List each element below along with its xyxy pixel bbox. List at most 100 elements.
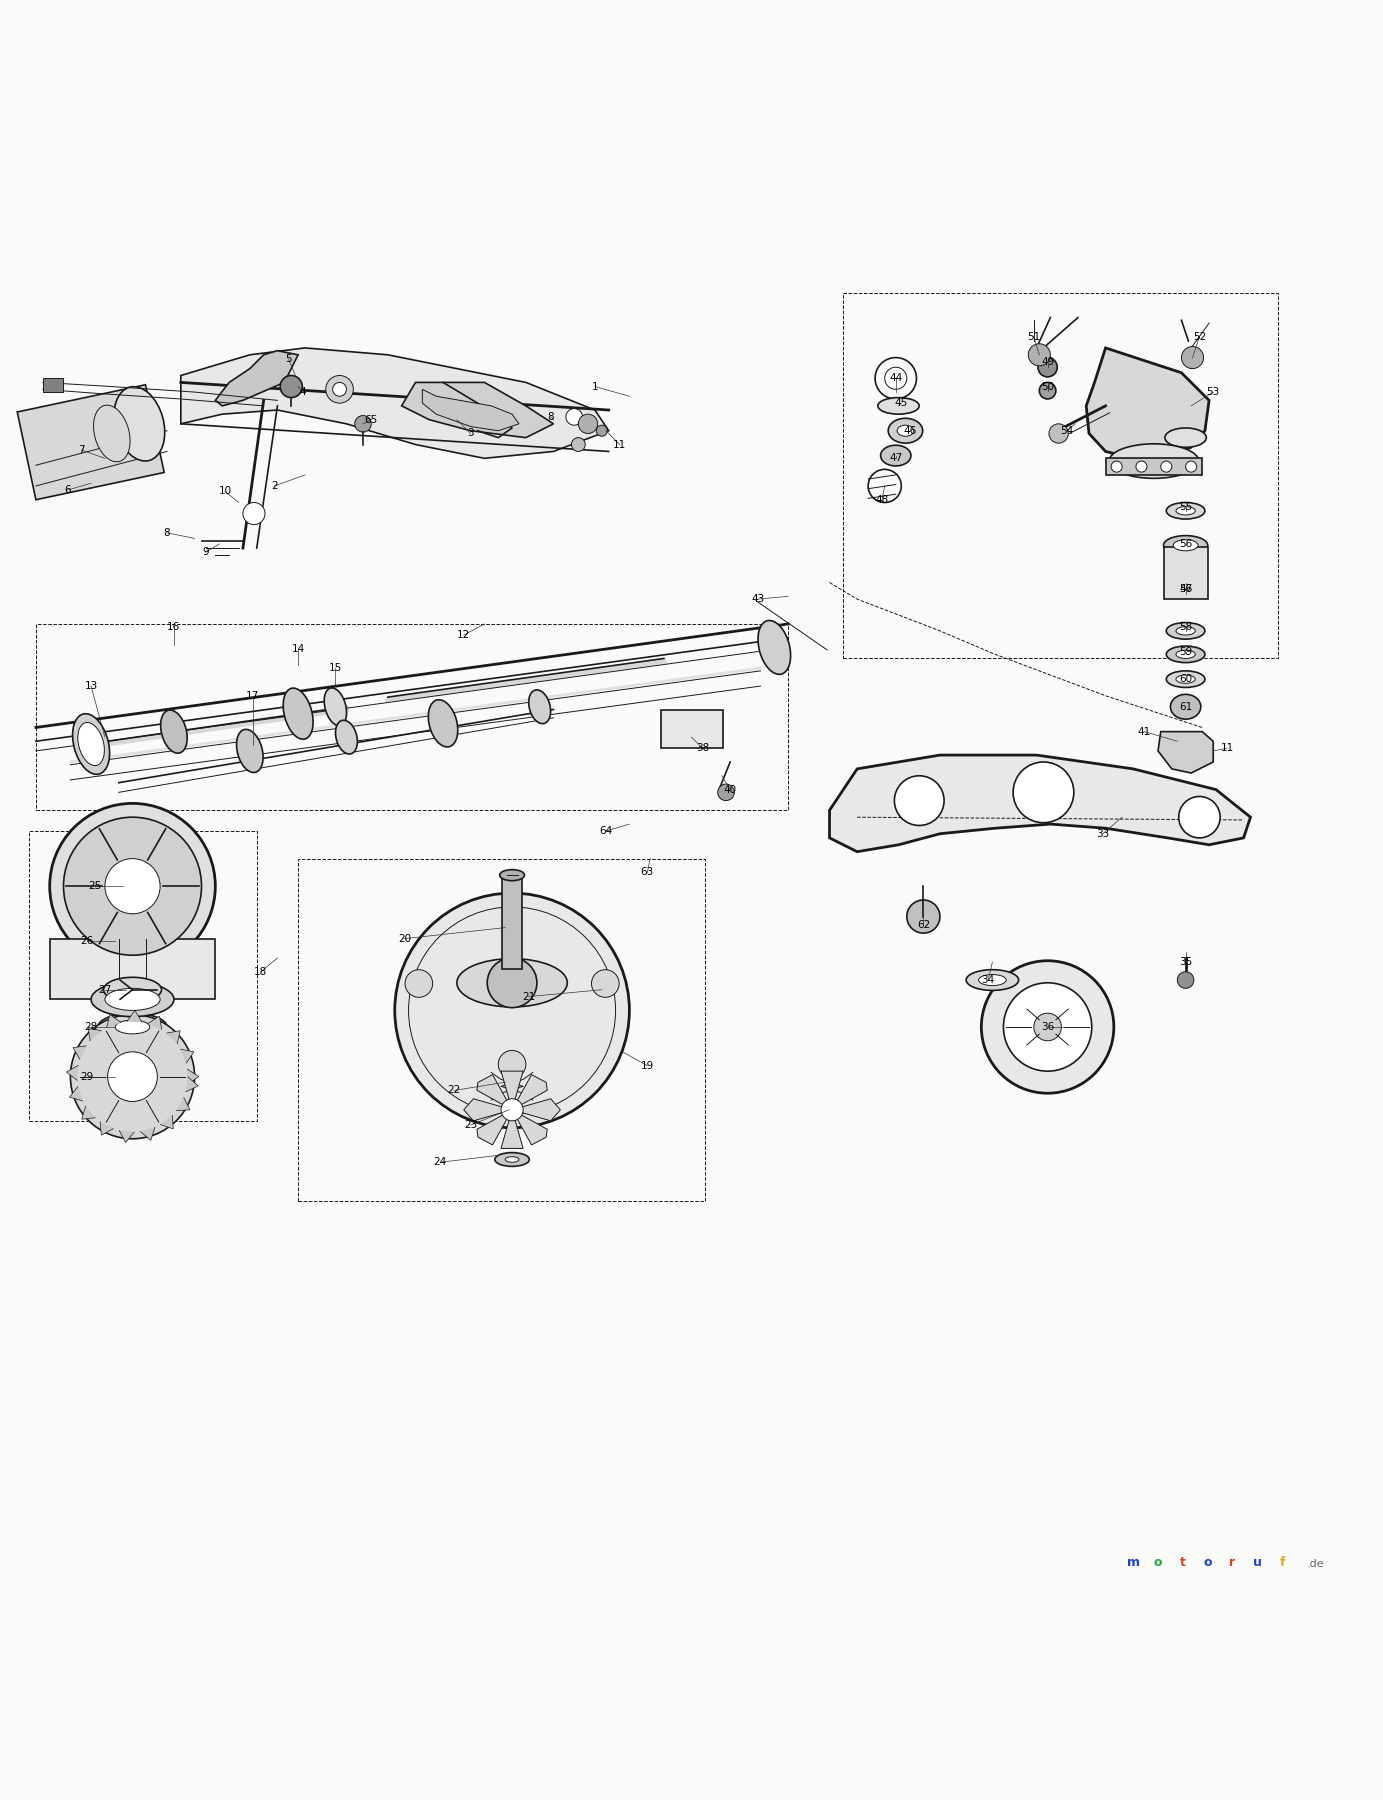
Text: 46: 46 [903, 427, 916, 436]
Circle shape [405, 970, 433, 997]
Polygon shape [401, 382, 553, 437]
Circle shape [895, 776, 945, 826]
Bar [17, 385, 165, 500]
Text: 59: 59 [1178, 646, 1192, 657]
Text: 1: 1 [592, 382, 599, 392]
Circle shape [243, 502, 266, 524]
Text: m: m [1127, 1557, 1140, 1570]
Polygon shape [512, 1098, 560, 1121]
Polygon shape [477, 1111, 512, 1145]
Polygon shape [477, 1075, 512, 1111]
Ellipse shape [967, 970, 1019, 990]
Text: 35: 35 [1178, 958, 1192, 967]
Polygon shape [512, 1075, 548, 1111]
Polygon shape [148, 1017, 162, 1030]
Text: 46: 46 [1178, 585, 1192, 594]
Text: 36: 36 [1041, 1022, 1054, 1031]
Circle shape [394, 893, 629, 1129]
Bar [1105, 459, 1202, 475]
Circle shape [1177, 972, 1194, 988]
Circle shape [1029, 344, 1050, 365]
Text: 22: 22 [448, 1085, 461, 1096]
Text: 19: 19 [640, 1060, 654, 1071]
Text: 33: 33 [1097, 828, 1109, 839]
Bar [661, 709, 723, 749]
Circle shape [566, 409, 582, 425]
Text: 54: 54 [1061, 427, 1073, 436]
Bar [502, 875, 521, 968]
Ellipse shape [91, 983, 174, 1017]
Text: 55: 55 [1178, 502, 1192, 511]
Text: 44: 44 [889, 373, 902, 383]
Circle shape [1037, 358, 1057, 376]
Polygon shape [119, 1130, 134, 1143]
Circle shape [571, 437, 585, 452]
Text: 25: 25 [89, 882, 102, 891]
Circle shape [50, 803, 216, 968]
Text: 29: 29 [80, 1071, 94, 1082]
Bar [1163, 547, 1207, 599]
Polygon shape [180, 1049, 194, 1064]
Text: 58: 58 [1178, 621, 1192, 632]
Text: 23: 23 [465, 1120, 477, 1130]
Text: 61: 61 [1178, 702, 1192, 711]
Circle shape [596, 425, 607, 436]
Ellipse shape [105, 988, 160, 1010]
Text: 8: 8 [548, 412, 555, 421]
Text: 62: 62 [917, 920, 929, 931]
Text: 2: 2 [271, 481, 278, 491]
Ellipse shape [236, 729, 263, 772]
Ellipse shape [1109, 445, 1199, 479]
Text: 60: 60 [1180, 675, 1192, 684]
Circle shape [1039, 382, 1055, 400]
Text: 65: 65 [365, 414, 378, 425]
Ellipse shape [528, 689, 550, 724]
Polygon shape [512, 1111, 548, 1145]
Text: 21: 21 [521, 992, 535, 1001]
Ellipse shape [284, 688, 313, 740]
Text: 3: 3 [467, 428, 474, 439]
Text: 12: 12 [458, 630, 470, 641]
Text: o: o [1153, 1557, 1162, 1570]
Ellipse shape [1166, 671, 1205, 688]
Bar [299, 859, 705, 1201]
Ellipse shape [1166, 646, 1205, 662]
Circle shape [333, 382, 347, 396]
Bar [50, 938, 216, 999]
Circle shape [1160, 461, 1171, 472]
Circle shape [592, 970, 620, 997]
Text: 57: 57 [1178, 585, 1192, 594]
Text: 17: 17 [246, 691, 259, 700]
Text: 50: 50 [1041, 382, 1054, 392]
Ellipse shape [456, 959, 567, 1006]
Text: 7: 7 [77, 445, 84, 455]
Polygon shape [176, 1098, 189, 1111]
Ellipse shape [98, 1013, 167, 1040]
Text: 24: 24 [434, 1157, 447, 1166]
Ellipse shape [77, 722, 104, 765]
Polygon shape [69, 1085, 83, 1102]
Circle shape [1181, 347, 1203, 369]
Ellipse shape [495, 1152, 530, 1166]
Bar [43, 378, 64, 392]
Text: 11: 11 [613, 439, 626, 450]
Text: 43: 43 [751, 594, 765, 605]
Circle shape [64, 817, 202, 956]
Text: 38: 38 [696, 743, 709, 752]
Polygon shape [181, 347, 609, 459]
Polygon shape [66, 1066, 79, 1080]
Text: 4: 4 [299, 387, 306, 398]
Text: 27: 27 [98, 985, 112, 995]
Ellipse shape [878, 398, 920, 414]
Text: 8: 8 [163, 527, 170, 538]
Ellipse shape [160, 709, 187, 752]
Circle shape [578, 414, 597, 434]
Circle shape [1178, 796, 1220, 837]
Ellipse shape [324, 688, 347, 725]
Ellipse shape [888, 418, 922, 443]
Ellipse shape [104, 977, 162, 1003]
Ellipse shape [505, 1157, 519, 1163]
Text: 56: 56 [1178, 538, 1192, 549]
Circle shape [1185, 461, 1196, 472]
Polygon shape [463, 1098, 512, 1121]
